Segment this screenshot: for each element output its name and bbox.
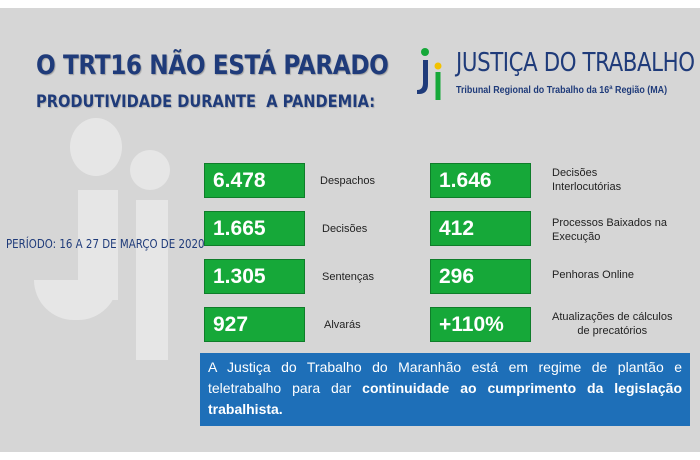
note-text: A Justiça do Trabalho do Maranhão está e… xyxy=(208,359,682,396)
stat-penhoras-label: Penhoras Online xyxy=(552,269,634,281)
stat-baixados-label: Processos Baixados na Execução xyxy=(552,217,667,243)
page-title: O TRT16 NÃO ESTÁ PARADO xyxy=(36,50,389,81)
stat-precatorios-value: +110% xyxy=(430,307,531,342)
logo-region: Tribunal Regional do Trabalho da 16ª Reg… xyxy=(456,84,668,96)
stat-decisoes-value: 1.665 xyxy=(204,211,305,246)
stat-interlocutorias-label: Decisões Interlocutórias xyxy=(552,167,622,193)
stat-despachos-value: 6.478 xyxy=(204,163,305,198)
stat-baixados-value: 412 xyxy=(430,211,531,246)
stat-sentencas-value: 1.305 xyxy=(204,259,305,294)
period-label: PERÍODO: 16 A 27 DE MARÇO DE 2020 xyxy=(6,236,205,251)
stat-sentencas-label: Sentenças xyxy=(322,271,374,283)
top-border xyxy=(0,0,700,8)
stat-interlocutorias-value: 1.646 xyxy=(430,163,531,198)
stat-despachos-label: Despachos xyxy=(320,175,376,187)
jt-symbol-icon xyxy=(417,48,442,100)
stat-precatorios-label: Atualizações de cálculos de precatórios xyxy=(552,311,673,337)
page-subtitle: PRODUTIVIDADE DURANTE A PANDEMIA: xyxy=(36,92,376,112)
logo-name: JUSTIÇA DO TRABALHO xyxy=(456,48,695,78)
stat-penhoras-value: 296 xyxy=(430,259,531,294)
note-bold-text: continuidade ao cumprimento da legislaçã… xyxy=(208,380,682,417)
justica-do-trabalho-logo: JUSTIÇA DO TRABALHO Tribunal Regional do… xyxy=(416,46,696,106)
stat-decisoes-label: Decisões xyxy=(322,223,368,235)
info-note: A Justiça do Trabalho do Maranhão está e… xyxy=(200,353,690,426)
stat-alvaras-value: 927 xyxy=(204,307,305,342)
bottom-border xyxy=(0,452,700,460)
stat-alvaras-label: Alvarás xyxy=(324,319,361,331)
